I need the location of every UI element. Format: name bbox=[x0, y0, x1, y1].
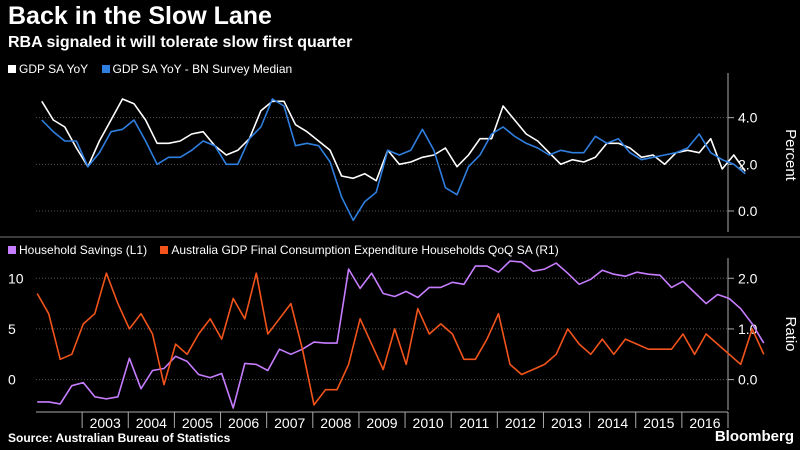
x-tick-label: 2012 bbox=[505, 415, 536, 431]
legend-label-survey: GDP SA YoY - BN Survey Median bbox=[112, 62, 293, 76]
legend-item-savings: Household Savings (L1) bbox=[8, 243, 147, 257]
x-tick-label: 2014 bbox=[597, 415, 628, 431]
bloomberg-logo: Bloomberg bbox=[714, 428, 794, 445]
x-tick-label: 2016 bbox=[689, 415, 720, 431]
x-tick-label: 2011 bbox=[459, 415, 489, 431]
top-chart-legend: GDP SA YoY GDP SA YoY - BN Survey Median bbox=[8, 62, 302, 76]
x-tick-label: 2009 bbox=[366, 415, 397, 431]
chart-subtitle: RBA signaled it will tolerate slow first… bbox=[8, 34, 353, 51]
x-tick-label: 2008 bbox=[320, 415, 351, 431]
x-tick-label: 2010 bbox=[413, 415, 444, 431]
legend-label-savings: Household Savings (L1) bbox=[19, 243, 148, 257]
gdp-yoy-line bbox=[41, 98, 746, 182]
x-tick-label: 2003 bbox=[90, 415, 121, 431]
bottom-y-axis-label: Ratio bbox=[782, 316, 799, 351]
bottom-left-tick-label: 0 bbox=[8, 372, 16, 388]
legend-label-gdp: GDP SA YoY bbox=[19, 62, 89, 76]
legend-label-consumption: Australia GDP Final Consumption Expendit… bbox=[171, 243, 559, 257]
legend-item-survey: GDP SA YoY - BN Survey Median bbox=[101, 62, 293, 76]
x-tick-label: 2004 bbox=[136, 415, 167, 431]
household-savings-line bbox=[37, 260, 765, 409]
survey-median-line bbox=[41, 98, 746, 222]
top-y-tick-label: 0.0 bbox=[738, 203, 758, 219]
legend-item-gdp: GDP SA YoY bbox=[8, 62, 88, 76]
x-tick-label: 2007 bbox=[274, 415, 305, 431]
bottom-right-tick-label: 2.0 bbox=[738, 270, 758, 286]
consumption-expenditure-line bbox=[36, 272, 765, 406]
x-tick-label: 2005 bbox=[182, 415, 213, 431]
x-tick-label: 2015 bbox=[643, 415, 674, 431]
top-y-axis-label: Percent bbox=[782, 129, 799, 182]
chart-title: Back in the Slow Lane bbox=[8, 2, 272, 30]
bottom-right-tick-label: 0.0 bbox=[738, 372, 758, 388]
x-tick-label: 2006 bbox=[228, 415, 259, 431]
top-y-tick-label: 4.0 bbox=[738, 110, 758, 126]
legend-item-consumption: Australia GDP Final Consumption Expendit… bbox=[160, 243, 559, 257]
bottom-chart-legend: Household Savings (L1) Australia GDP Fin… bbox=[8, 243, 569, 257]
bottom-left-tick-label: 10 bbox=[8, 270, 24, 286]
source-note: Source: Australian Bureau of Statistics bbox=[8, 431, 231, 445]
bottom-left-tick-label: 5 bbox=[8, 321, 16, 337]
x-tick-label: 2013 bbox=[551, 415, 582, 431]
